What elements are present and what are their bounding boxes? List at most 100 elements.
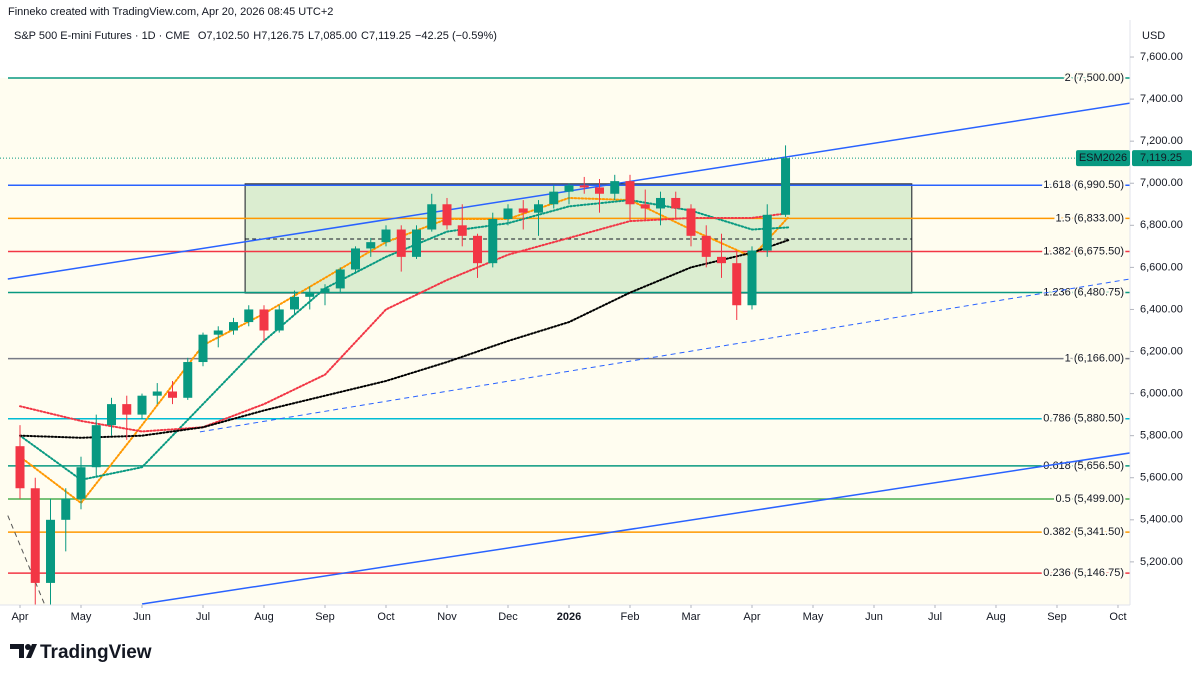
brand: TradingView — [40, 642, 152, 663]
candle-body — [518, 208, 528, 213]
candle-body — [351, 248, 361, 270]
x-tick-label: Jul — [928, 611, 942, 623]
x-tick-label: 2026 — [557, 611, 581, 623]
candle-body — [594, 187, 604, 194]
logo — [10, 644, 37, 658]
candle-body — [366, 242, 376, 249]
x-tick-label: Jul — [196, 611, 210, 623]
y-tick-label: 7,400.00 — [1140, 93, 1183, 105]
candle-body — [781, 158, 791, 215]
candle-body — [320, 288, 330, 293]
price-symbol-box — [1076, 150, 1130, 167]
fib-fill — [0, 78, 1130, 605]
plot-area: 2 (7,500.00) 1.618 (6,990.50) 1.5 (6,833.0… — [0, 70, 1130, 605]
x-tick-label: Jun — [133, 611, 151, 623]
fib-label: 2 (7,500.00) — [1065, 72, 1124, 84]
ohlc-value: 7,119.25 — [369, 30, 411, 42]
candle-body — [107, 404, 117, 426]
candle-body — [564, 185, 574, 192]
candle-body — [76, 467, 86, 499]
symbol-legend: S&P 500 E-mini Futures · 1D · CME O 7,102.… — [14, 30, 497, 42]
candle-body — [244, 309, 254, 323]
candle-body — [549, 191, 559, 205]
y-tick-label: 6,600.00 — [1140, 261, 1183, 273]
x-tick-label: May — [71, 611, 92, 623]
ohlc-value: 7,085.00 — [314, 30, 357, 42]
price-box — [1132, 150, 1192, 167]
x-tick-label: Apr — [743, 611, 760, 623]
moving-average — [19, 239, 790, 439]
y-tick-label: 5,200.00 — [1140, 556, 1183, 568]
candle-body — [229, 322, 239, 331]
ohlc-key: C — [361, 30, 369, 42]
candle-body — [457, 225, 467, 236]
fib-label: 1.5 (6,833.00) — [1056, 212, 1125, 224]
candle-body — [701, 235, 711, 257]
ohlc-value: 7,126.75 — [261, 30, 304, 42]
currency: USD — [1142, 30, 1165, 42]
candle-body — [137, 395, 147, 415]
fib-label: 0.786 (5,880.50) — [1043, 413, 1124, 425]
candle-body — [762, 214, 772, 251]
candle-body — [259, 309, 269, 331]
y-tick-label: 7,200.00 — [1140, 135, 1183, 147]
x-tick-label: Feb — [621, 611, 640, 623]
candle-body — [640, 204, 650, 209]
x-tick-label: Sep — [315, 611, 335, 623]
ohlc-key: L — [308, 30, 314, 42]
x-tick-label: Aug — [986, 611, 1006, 623]
candle-body — [290, 296, 300, 310]
x-tick-label: Oct — [1109, 611, 1126, 623]
candle-body — [381, 229, 391, 243]
candle-body — [488, 218, 498, 264]
trendline — [141, 452, 1130, 605]
y-tick-label: 6,200.00 — [1140, 345, 1183, 357]
candle-body — [61, 498, 71, 520]
candle-body — [472, 235, 482, 264]
candle-body — [15, 446, 25, 489]
candle-body — [274, 309, 284, 331]
x-tick-label: Aug — [254, 611, 274, 623]
candle-body — [442, 204, 452, 226]
fib-label: 0.618 (5,656.50) — [1043, 460, 1124, 472]
candle-body — [411, 229, 421, 257]
x-tick-label: Oct — [377, 611, 394, 623]
x-tick-label: Sep — [1047, 611, 1067, 623]
candle-body — [671, 197, 681, 209]
trendline — [7, 515, 45, 605]
price-value: 7,119.25 — [1140, 152, 1182, 164]
x-tick-label: Mar — [682, 611, 701, 623]
change: −42.25 (−0.59%) — [415, 30, 497, 42]
candle-body — [183, 362, 193, 398]
candle-body — [533, 204, 543, 213]
candle-body — [168, 391, 178, 398]
ohlc-value: 7,102.50 — [206, 30, 249, 42]
candle-body — [747, 250, 757, 306]
candle-body — [503, 208, 513, 219]
candle-body — [396, 229, 406, 257]
fib-label: 1.236 (6,480.75) — [1043, 286, 1124, 298]
candle-body — [335, 269, 345, 289]
fib-label: 0.5 (5,499.00) — [1056, 493, 1125, 505]
price-symbol: ESM2026 — [1079, 152, 1127, 164]
candle-body — [686, 208, 696, 236]
candle-body — [655, 197, 665, 209]
candle-body — [91, 425, 101, 468]
fib-label: 1 (6,166.00) — [1065, 353, 1124, 365]
y-tick-label: 6,000.00 — [1140, 387, 1183, 399]
candle-body — [46, 519, 56, 583]
fib-label: 0.382 (5,341.50) — [1043, 526, 1124, 538]
candle-body — [213, 330, 223, 335]
x-tick-label: Jun — [865, 611, 883, 623]
trendline — [199, 278, 1130, 433]
candle-body — [30, 488, 40, 583]
y-tick-label: 7,000.00 — [1140, 177, 1183, 189]
candle-body — [625, 181, 635, 205]
y-tick-label: 6,800.00 — [1140, 219, 1183, 231]
y-tick-label: 6,400.00 — [1140, 303, 1183, 315]
moving-average — [19, 212, 790, 433]
x-tick-label: Apr — [11, 611, 28, 623]
candle-body — [305, 292, 315, 297]
x-tick-label: Nov — [437, 611, 457, 623]
